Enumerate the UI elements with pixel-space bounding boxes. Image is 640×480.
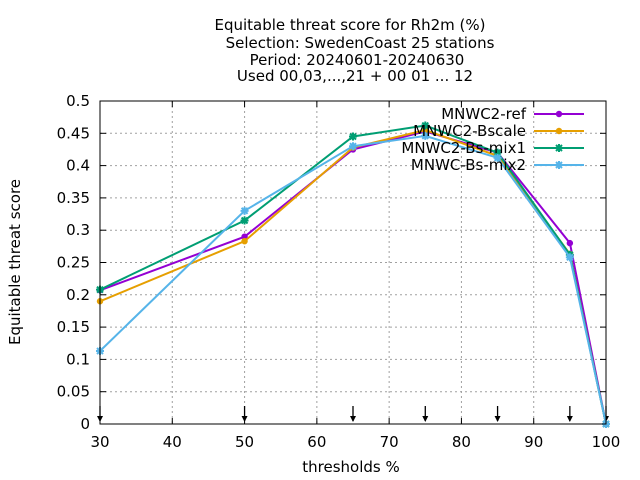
threshold-arrow-head: [494, 416, 501, 422]
y-tick-label: 0.1: [66, 350, 90, 368]
legend-swatch-marker: [555, 127, 563, 135]
threshold-markers: [97, 406, 609, 422]
data-point-mnwc2-bs-mix1: [421, 121, 430, 130]
data-point-mnwc-bs-mix2: [421, 131, 430, 140]
legend-label: MNWC2-ref: [441, 105, 526, 123]
x-tick-label: 30: [90, 433, 109, 451]
threshold-arrow: [350, 406, 356, 422]
data-point-mnwc2-ref: [241, 233, 248, 240]
y-tick-label: 0.2: [66, 286, 90, 304]
series-line-mnwc-bs-mix2: [99, 134, 607, 425]
series-mnwc2-bscale: [96, 126, 610, 428]
y-tick-label: 0.15: [57, 318, 90, 336]
threshold-arrow-head: [350, 416, 356, 422]
x-tick-label: 40: [163, 433, 182, 451]
legend-swatch-marker: [555, 110, 563, 118]
x-tick-label: 70: [380, 433, 399, 451]
y-tick-label: 0.05: [57, 383, 90, 401]
data-point-mnwc2-bs-mix1: [493, 148, 502, 157]
legend-entry-mnwc-bs-mix2: MNWC-Bs-mix2: [411, 156, 584, 174]
legend-swatch-marker: [555, 144, 563, 152]
series-lines: [96, 121, 610, 428]
x-tick-label: 90: [524, 433, 543, 451]
data-point-mnwc-bs-mix2: [349, 142, 357, 151]
threshold-arrow: [566, 406, 573, 422]
y-tick-label: 0.5: [66, 92, 90, 110]
legend-entry-mnwc2-bs-mix1: MNWC2-Bs-mix1: [401, 139, 584, 157]
x-axis-label: thresholds %: [302, 458, 399, 476]
legend: MNWC2-refMNWC2-BscaleMNWC2-Bs-mix1MNWC-B…: [401, 105, 584, 174]
threshold-arrow: [422, 406, 429, 422]
chart-title: Equitable threat score for Rh2m (%) Sele…: [214, 16, 494, 85]
y-tick-label: 0: [80, 415, 90, 433]
title-line-1: Equitable threat score for Rh2m (%): [214, 16, 485, 34]
threshold-arrow-head: [422, 416, 429, 422]
x-tick-labels: 30 40 50 60 70 80 90 100: [90, 433, 620, 451]
threshold-arrow: [494, 406, 501, 422]
series-mnwc-bs-mix2: [96, 131, 610, 428]
title-line-4: Used 00,03,...,21 + 00 01 ... 12: [237, 67, 473, 85]
data-point-mnwc-bs-mix2: [240, 206, 249, 215]
y-tick-label: 0.25: [57, 254, 90, 272]
data-point-mnwc-bs-mix2: [493, 153, 502, 162]
axis-ticks: [99, 100, 607, 425]
legend-entry-mnwc2-bscale: MNWC2-Bscale: [413, 122, 584, 140]
x-tick-label: 100: [592, 433, 621, 451]
y-axis-label: Equitable threat score: [6, 179, 24, 345]
y-tick-label: 0.45: [57, 124, 90, 142]
data-point-mnwc2-bs-mix1: [349, 132, 357, 141]
legend-label: MNWC2-Bs-mix1: [401, 139, 526, 157]
grid: [100, 101, 606, 424]
y-tick-label: 0.35: [57, 189, 90, 207]
legend-label: MNWC-Bs-mix2: [411, 156, 526, 174]
title-line-3: Period: 20240601-20240630: [250, 51, 465, 69]
legend-entry-mnwc2-ref: MNWC2-ref: [441, 105, 584, 123]
data-point-mnwc2-bs-mix1: [240, 216, 249, 225]
x-tick-label: 50: [235, 433, 254, 451]
threshold-arrow-head: [566, 416, 573, 422]
y-tick-label: 0.3: [66, 221, 90, 239]
y-tick-labels: 0 0.05 0.1 0.15 0.2 0.25 0.3 0.35 0.4 0.45 0.5: [57, 92, 90, 433]
x-tick-label: 80: [452, 433, 471, 451]
data-point-mnwc-bs-mix2: [565, 253, 574, 262]
title-line-2: Selection: SwedenCoast 25 stations: [226, 34, 495, 52]
legend-swatch-marker: [555, 161, 563, 169]
x-tick-label: 60: [307, 433, 326, 451]
series-mnwc2-ref: [96, 128, 610, 428]
data-point-mnwc2-bscale: [241, 237, 248, 245]
legend-label: MNWC2-Bscale: [413, 122, 526, 140]
series-mnwc2-bs-mix1: [96, 121, 610, 428]
series-line-mnwc2-bs-mix1: [99, 124, 607, 425]
data-point-mnwc2-ref: [566, 239, 574, 247]
y-tick-label: 0.4: [66, 157, 90, 175]
